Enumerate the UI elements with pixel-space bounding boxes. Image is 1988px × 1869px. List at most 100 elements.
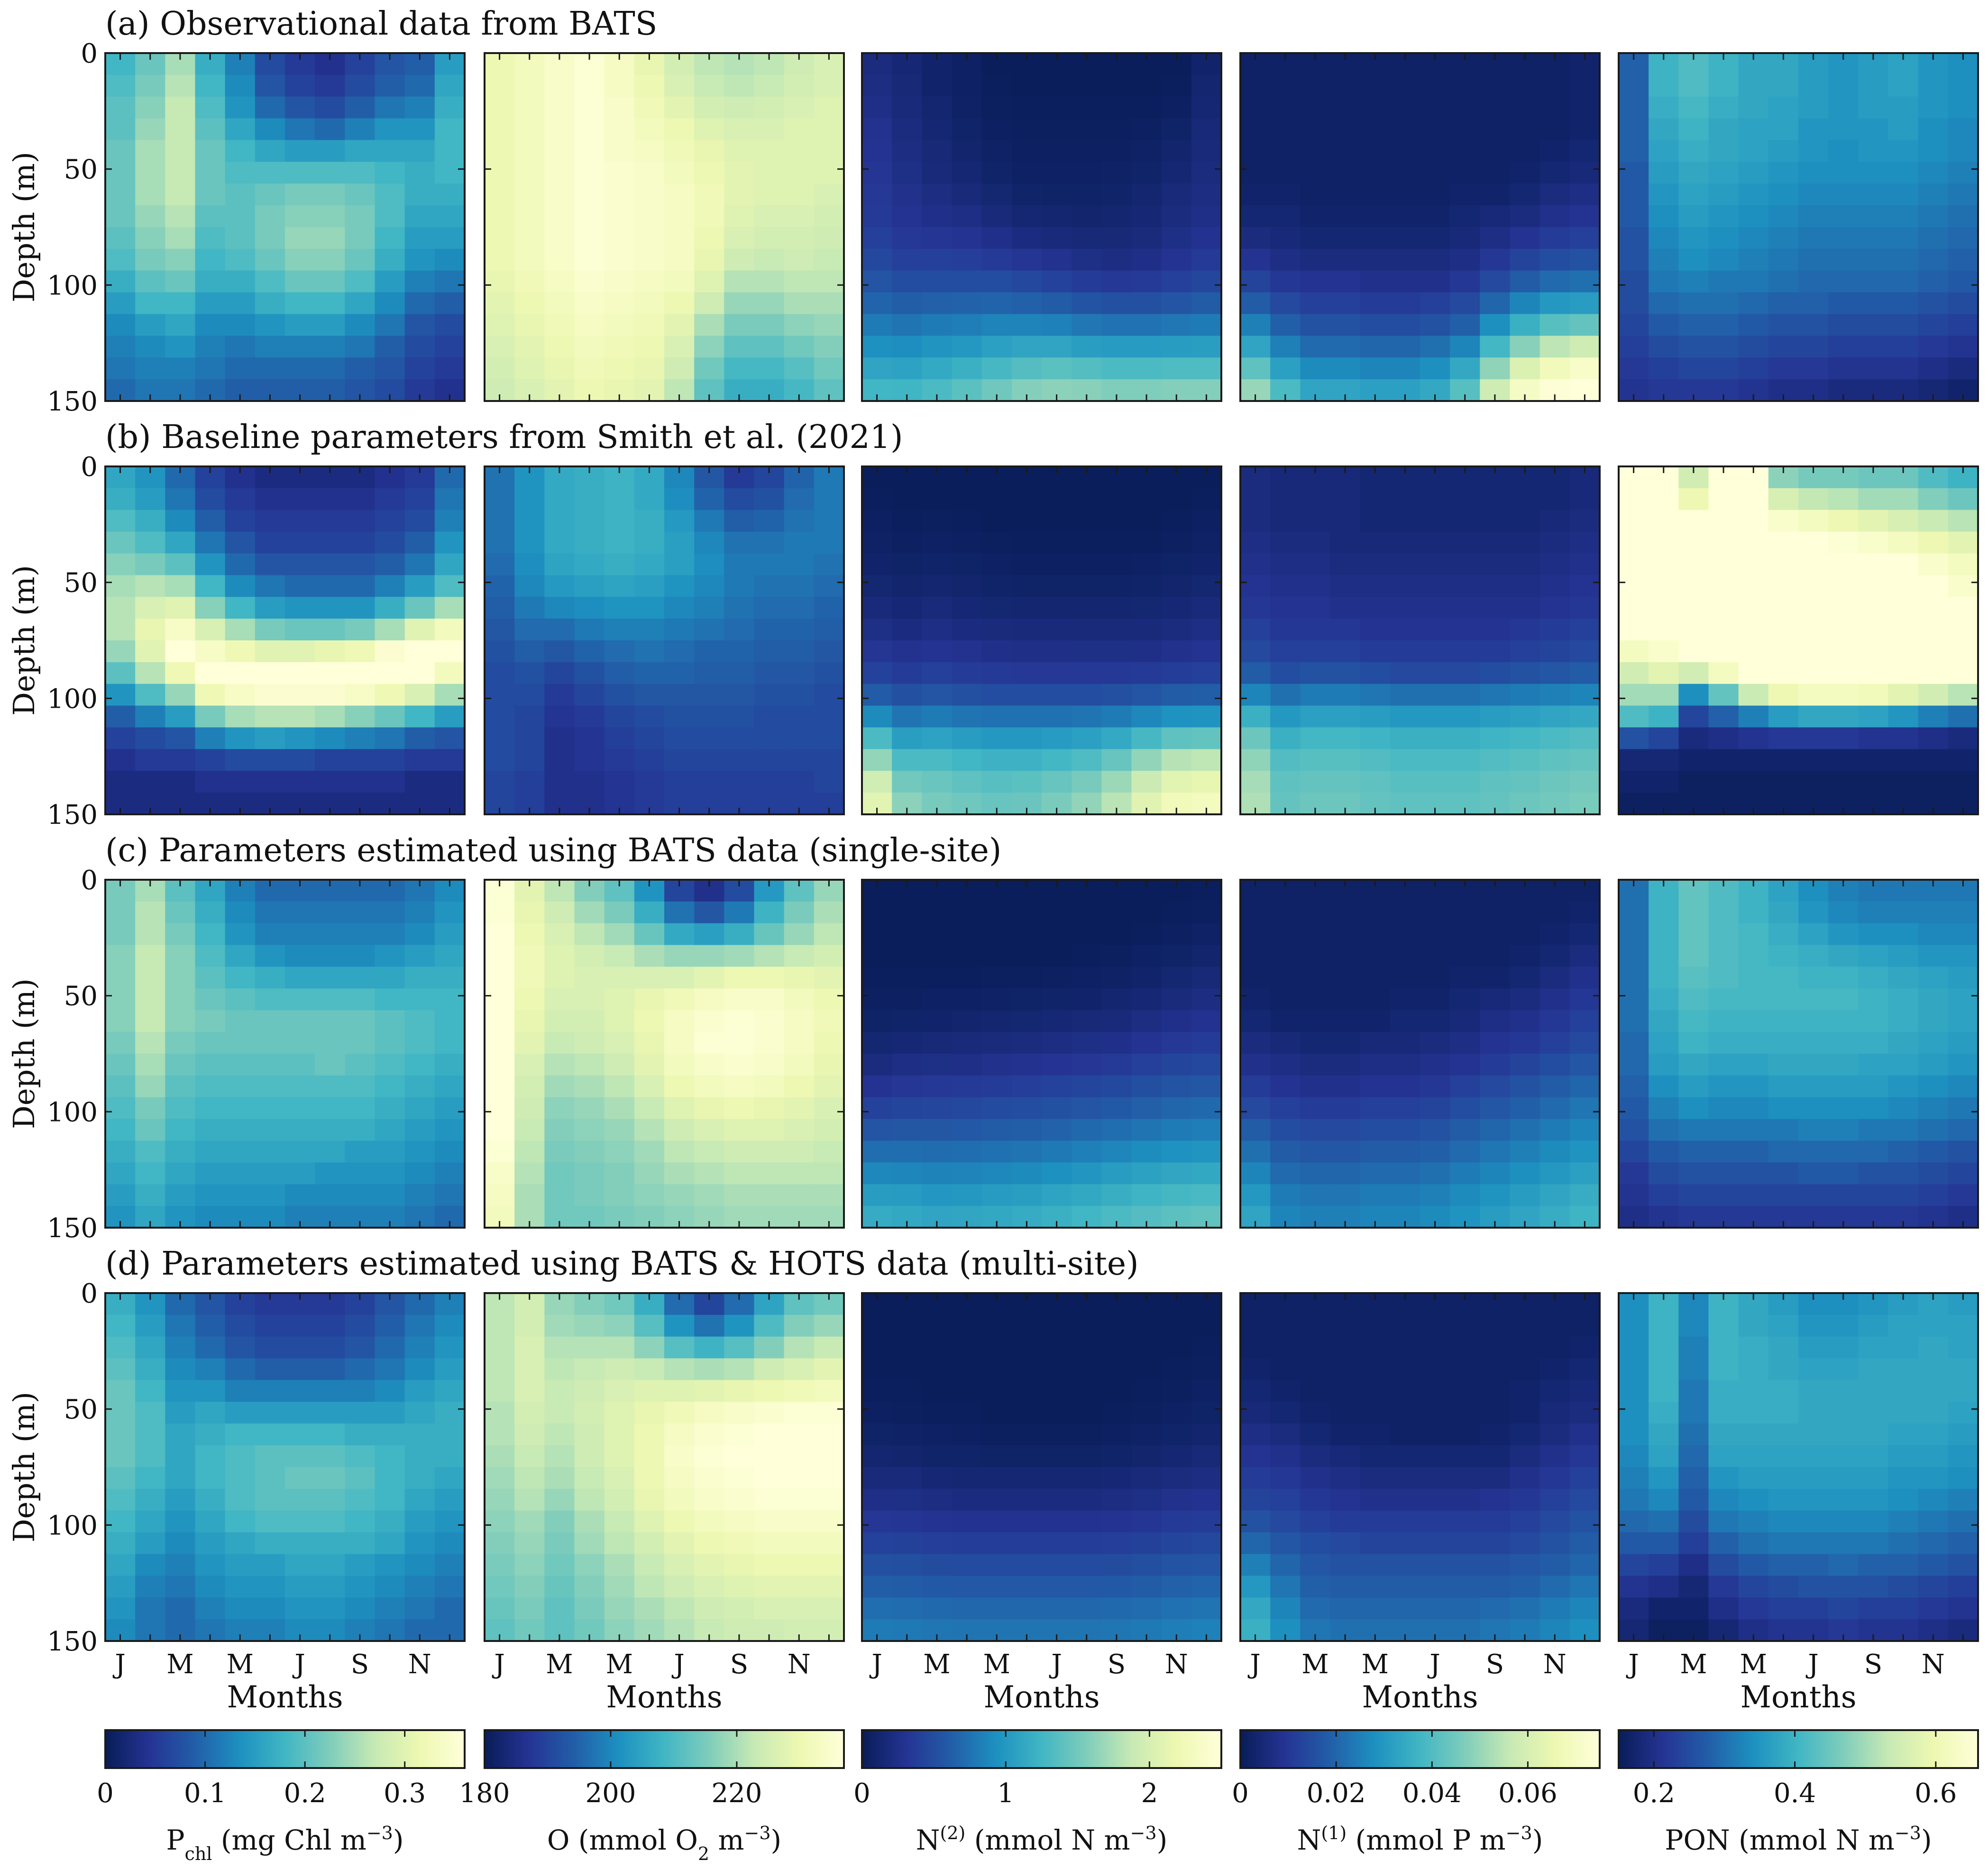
- heatmap-cell: [1768, 1010, 1799, 1032]
- colorbar-gradient: [1619, 1730, 1978, 1768]
- heatmap-cell: [285, 118, 315, 141]
- heatmap-cell: [544, 575, 575, 598]
- heatmap-cell: [892, 357, 923, 380]
- heatmap-cell: [1161, 1402, 1192, 1424]
- heatmap-cell: [1072, 1336, 1102, 1359]
- heatmap-cell: [1161, 988, 1192, 1011]
- heatmap-cell: [1072, 597, 1102, 619]
- heatmap-cell: [664, 901, 695, 924]
- heatmap-cell: [514, 1184, 545, 1206]
- heatmap-cell: [135, 1184, 166, 1206]
- heatmap-cell: [225, 1336, 256, 1359]
- heatmap-cell: [1798, 988, 1829, 1011]
- heatmap-cell: [981, 96, 1012, 119]
- heatmap-cell: [1798, 966, 1829, 989]
- heatmap-cell: [1101, 1184, 1132, 1206]
- heatmap-cell: [1798, 1119, 1829, 1141]
- panel-c-pon: [1619, 880, 1979, 1228]
- heatmap-cell: [862, 1162, 892, 1185]
- y-tick-label: 100: [47, 684, 98, 714]
- heatmap-cell: [1390, 1510, 1420, 1533]
- heatmap-cell: [1420, 336, 1450, 358]
- heatmap-cell: [694, 575, 725, 598]
- heatmap-cell: [664, 1554, 695, 1577]
- heatmap-cell: [1240, 96, 1271, 119]
- heatmap-cell: [1539, 357, 1570, 380]
- heatmap-cell: [1619, 1445, 1649, 1468]
- heatmap-cell: [1072, 357, 1102, 380]
- heatmap-cell: [1072, 1054, 1102, 1076]
- heatmap-cell: [1330, 510, 1361, 532]
- heatmap-cell: [1191, 1445, 1222, 1468]
- heatmap-cell: [1240, 118, 1271, 141]
- heatmap-cell: [1768, 705, 1799, 728]
- heatmap-cell: [1330, 1119, 1361, 1141]
- heatmap-cell: [664, 336, 695, 358]
- heatmap-cell: [1480, 901, 1511, 924]
- heatmap-cell: [485, 1402, 515, 1424]
- heatmap-cell: [1858, 1488, 1889, 1511]
- heatmap-cell: [664, 771, 695, 793]
- heatmap-cell: [255, 1554, 285, 1577]
- heatmap-cell: [1360, 531, 1391, 554]
- heatmap-cell: [694, 749, 725, 772]
- heatmap-cell: [1450, 1445, 1481, 1468]
- heatmap-cell: [1011, 1119, 1042, 1141]
- heatmap-cell: [135, 292, 166, 315]
- heatmap-cell: [814, 205, 844, 228]
- heatmap-cell: [1240, 510, 1271, 532]
- heatmap-cell: [135, 945, 166, 967]
- heatmap-cell: [784, 1119, 815, 1141]
- heatmap-cell: [784, 74, 815, 97]
- heatmap-cell: [485, 1162, 515, 1185]
- heatmap-cell: [1330, 1075, 1361, 1098]
- heatmap-cell: [225, 553, 256, 576]
- heatmap-cell: [1798, 205, 1829, 228]
- heatmap-cell: [784, 1075, 815, 1098]
- heatmap-cell: [1450, 96, 1481, 119]
- heatmap-cell: [1888, 227, 1919, 249]
- heatmap-cell: [1539, 1075, 1570, 1098]
- heatmap-cell: [255, 162, 285, 184]
- heatmap-cell: [195, 1075, 226, 1098]
- heatmap-cell: [981, 314, 1012, 337]
- heatmap-cell: [1539, 1510, 1570, 1533]
- heatmap-cell: [1390, 705, 1420, 728]
- heatmap-cell: [1569, 640, 1600, 663]
- heatmap-cell: [754, 74, 785, 97]
- heatmap-cell: [514, 966, 545, 989]
- heatmap-cell: [255, 575, 285, 598]
- heatmap-cell: [634, 1097, 665, 1120]
- heatmap-cell: [862, 619, 892, 641]
- heatmap-cell: [1390, 1010, 1420, 1032]
- heatmap-cell: [1360, 1054, 1391, 1076]
- heatmap-cell: [952, 1423, 982, 1446]
- heatmap-cell: [544, 1488, 575, 1511]
- panel-frame: [484, 52, 845, 402]
- heatmap-cell: [1072, 1097, 1102, 1120]
- heatmap-cell: [1738, 640, 1769, 663]
- heatmap-cell: [1678, 336, 1709, 358]
- heatmap-cell: [1360, 118, 1391, 141]
- heatmap-cell: [784, 227, 815, 249]
- heatmap-cell: [225, 488, 256, 511]
- heatmap-cell: [1330, 1010, 1361, 1032]
- heatmap-cell: [1768, 575, 1799, 598]
- heatmap-cell: [862, 966, 892, 989]
- heatmap-cell: [922, 314, 953, 337]
- heatmap-cell: [135, 705, 166, 728]
- heatmap-cell: [1708, 597, 1739, 619]
- heatmap-cell: [814, 488, 844, 511]
- heatmap-cell: [862, 1467, 892, 1489]
- colorbar-tick-label: 0: [1232, 1778, 1249, 1809]
- heatmap-cell: [1300, 619, 1331, 641]
- heatmap-cell: [485, 1576, 515, 1598]
- heatmap-cell: [724, 1554, 755, 1577]
- heatmap-cell: [255, 227, 285, 249]
- heatmap-cell: [255, 619, 285, 641]
- heatmap-cell: [1649, 488, 1679, 511]
- heatmap-cell: [1270, 270, 1301, 293]
